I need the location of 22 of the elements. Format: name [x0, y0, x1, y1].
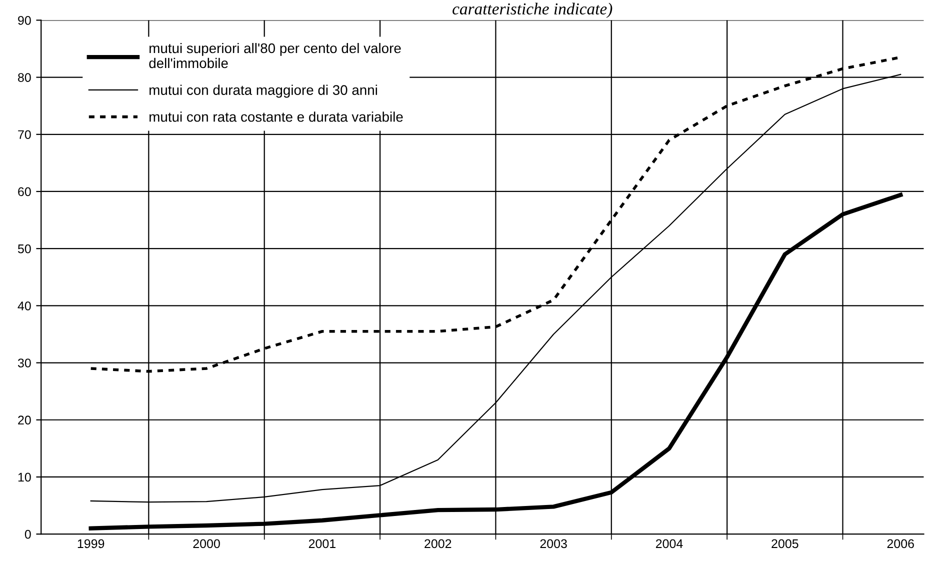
y-tick-label: 40: [18, 301, 31, 310]
x-tick-label: 2004: [656, 539, 683, 548]
y-tick-label: 10: [18, 472, 31, 482]
x-tick-label: 2003: [540, 539, 567, 548]
y-tick-label: 0: [24, 530, 31, 539]
y-tick-label: 20: [18, 416, 31, 425]
x-tick-label: 2001: [308, 539, 336, 548]
y-tick-label: 70: [18, 130, 31, 140]
y-tick-label: 50: [18, 244, 31, 254]
legend-label: mutui superiori all'80 per cento del valore dell'immobile: [149, 42, 401, 68]
x-tick-label: 2005: [772, 539, 798, 548]
x-tick-label: 1999: [78, 539, 104, 548]
legend-label: mutui con rata costante e durata variabile: [150, 112, 403, 122]
x-tick-label: 2000: [193, 539, 220, 548]
legend-label: mutui con durata maggiore di 30 anni: [150, 84, 377, 98]
x-tick-label: 2006: [887, 539, 914, 548]
y-tick-label: 90: [18, 16, 31, 25]
y-tick-label: 60: [18, 187, 31, 196]
y-tick-label: 80: [18, 73, 31, 82]
chart-title: caratteristiche indicate): [452, 2, 612, 18]
y-tick-label: 30: [18, 358, 31, 368]
x-tick-label: 2002: [424, 539, 452, 548]
